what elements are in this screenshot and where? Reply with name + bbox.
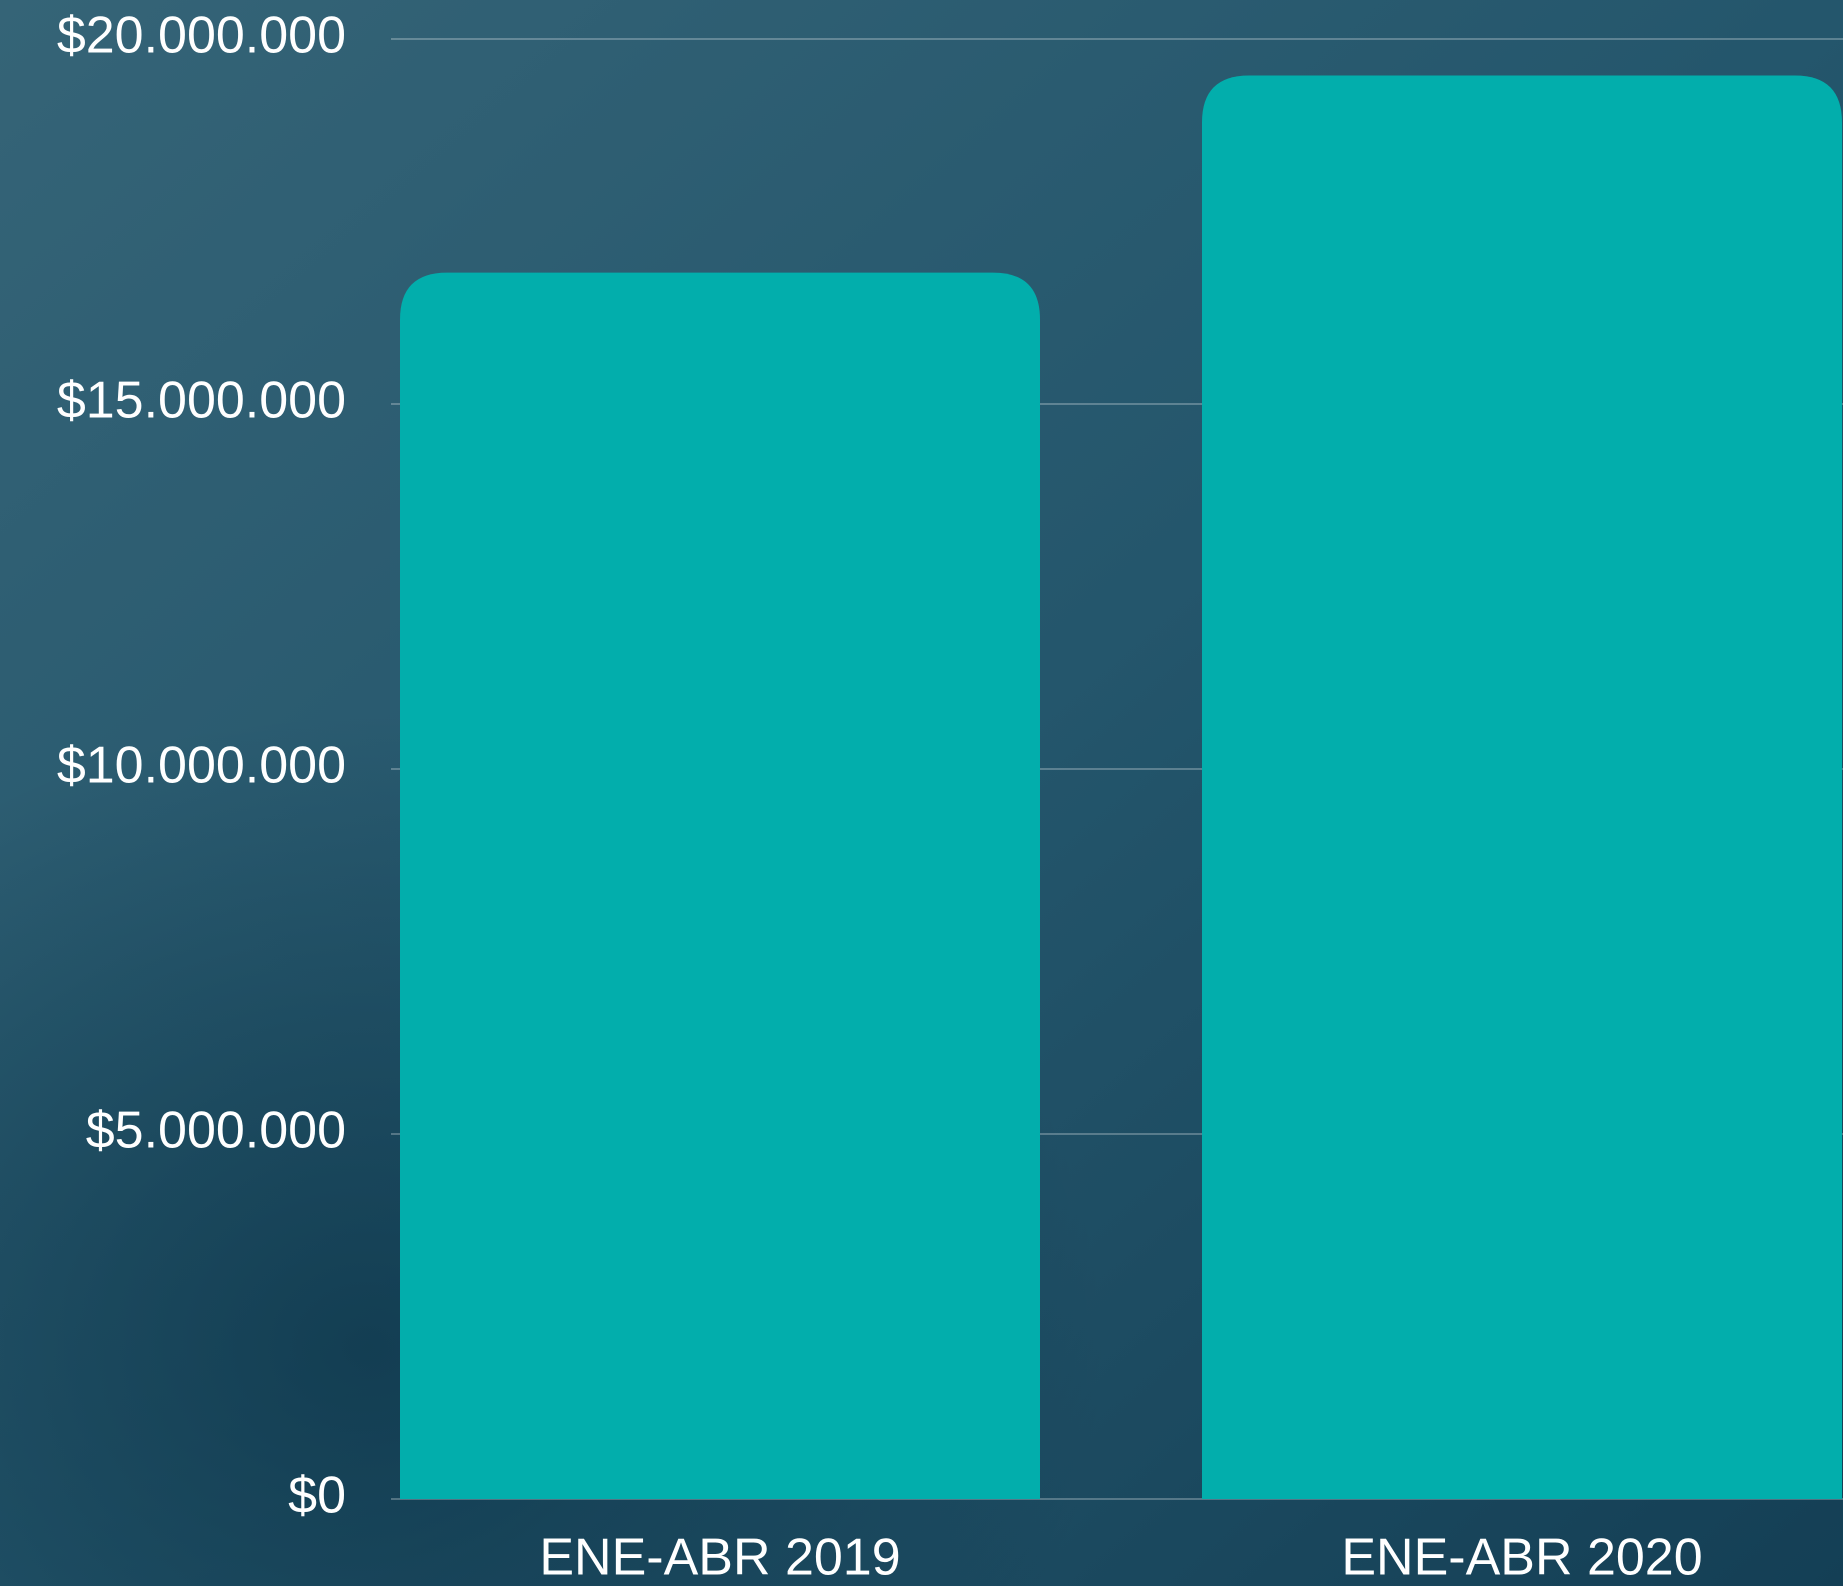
y-tick-label: $20.000.000 xyxy=(57,7,346,65)
y-tick-label: $15.000.000 xyxy=(57,372,346,430)
y-tick-label: $0 xyxy=(288,1467,346,1525)
y-tick-label: $5.000.000 xyxy=(86,1102,346,1160)
chart: $0 $5.000.000 $10.000.000 $15.000.000 $20.00… xyxy=(0,0,1843,1586)
x-tick-label: ENE-ABR 2020 xyxy=(1341,1529,1702,1586)
y-tick-label: $10.000.000 xyxy=(57,737,346,795)
bar xyxy=(1202,76,1842,1500)
page: {"chart_data": {"type": "bar", "categori… xyxy=(0,0,1843,1586)
x-tick-label: ENE-ABR 2019 xyxy=(539,1529,900,1586)
bar xyxy=(400,273,1040,1499)
